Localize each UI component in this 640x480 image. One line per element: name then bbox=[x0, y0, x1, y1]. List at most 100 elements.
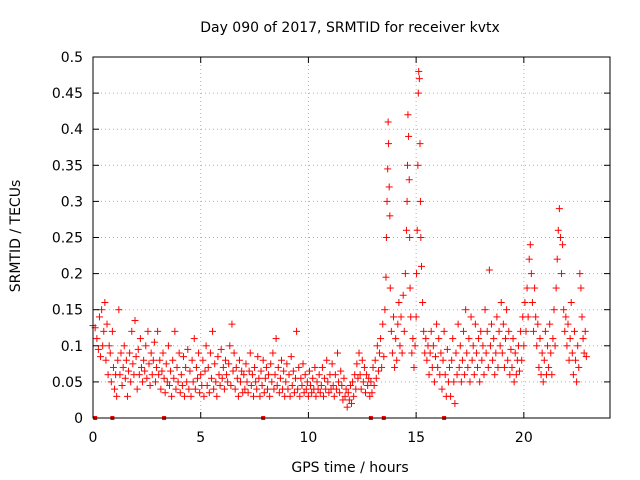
data-point bbox=[510, 378, 518, 386]
data-point bbox=[184, 345, 192, 353]
data-point bbox=[231, 385, 239, 393]
data-point bbox=[453, 371, 461, 379]
data-point bbox=[331, 371, 339, 379]
data-point bbox=[388, 349, 396, 357]
data-point bbox=[187, 392, 195, 400]
data-point bbox=[467, 313, 475, 321]
data-point bbox=[332, 385, 340, 393]
x-tick-labels: 0 5 10 15 20 bbox=[89, 430, 533, 446]
data-point bbox=[411, 342, 419, 350]
data-point bbox=[545, 363, 553, 371]
data-point bbox=[223, 371, 231, 379]
data-point bbox=[491, 371, 499, 379]
data-point bbox=[521, 298, 529, 306]
data-point bbox=[497, 298, 505, 306]
data-point bbox=[272, 335, 280, 343]
data-point bbox=[572, 356, 580, 364]
data-point bbox=[383, 197, 391, 205]
data-point bbox=[374, 367, 382, 375]
data-point bbox=[216, 382, 224, 390]
data-point bbox=[316, 389, 324, 397]
x-axis-label: GPS time / hours bbox=[291, 460, 408, 476]
data-point bbox=[377, 335, 385, 343]
data-point bbox=[339, 396, 347, 404]
data-point bbox=[303, 378, 311, 386]
data-point bbox=[203, 382, 211, 390]
data-point bbox=[305, 367, 313, 375]
data-point bbox=[240, 371, 248, 379]
data-point bbox=[484, 363, 492, 371]
data-point bbox=[492, 349, 500, 357]
data-point bbox=[566, 335, 574, 343]
data-point bbox=[546, 320, 554, 328]
data-point bbox=[450, 378, 458, 386]
data-point bbox=[328, 360, 336, 368]
data-point bbox=[190, 335, 198, 343]
data-point bbox=[541, 327, 549, 335]
data-point bbox=[132, 353, 140, 361]
data-point bbox=[533, 342, 541, 350]
data-point bbox=[425, 371, 433, 379]
data-point bbox=[283, 360, 291, 368]
data-point bbox=[355, 349, 363, 357]
data-point bbox=[100, 327, 108, 335]
data-point bbox=[413, 226, 421, 234]
data-point bbox=[258, 382, 266, 390]
data-point bbox=[447, 392, 455, 400]
data-point bbox=[201, 367, 209, 375]
data-point bbox=[311, 363, 319, 371]
data-point bbox=[148, 371, 156, 379]
data-point bbox=[270, 385, 278, 393]
data-point bbox=[181, 392, 189, 400]
data-point bbox=[511, 349, 519, 357]
data-point bbox=[314, 385, 322, 393]
data-point bbox=[562, 313, 570, 321]
data-point bbox=[520, 342, 528, 350]
data-point bbox=[233, 374, 241, 382]
data-point bbox=[437, 349, 445, 357]
data-point bbox=[218, 374, 226, 382]
data-point bbox=[136, 335, 144, 343]
y-tick-label: 0.15 bbox=[52, 303, 83, 319]
data-point bbox=[387, 327, 395, 335]
data-point bbox=[333, 349, 341, 357]
data-point bbox=[199, 356, 207, 364]
data-point bbox=[183, 378, 191, 386]
data-point bbox=[432, 353, 440, 361]
data-point bbox=[261, 374, 269, 382]
data-point bbox=[493, 313, 501, 321]
x-tick-label: 15 bbox=[407, 430, 425, 446]
data-point bbox=[324, 378, 332, 386]
data-point bbox=[97, 353, 105, 361]
data-point bbox=[399, 291, 407, 299]
data-point bbox=[386, 212, 394, 220]
data-point bbox=[341, 392, 349, 400]
data-point bbox=[499, 320, 507, 328]
data-point bbox=[265, 371, 273, 379]
data-point bbox=[551, 342, 559, 350]
data-point bbox=[119, 363, 127, 371]
data-point bbox=[103, 320, 111, 328]
data-point bbox=[104, 371, 112, 379]
data-point bbox=[150, 338, 158, 346]
data-point bbox=[217, 345, 225, 353]
data-point bbox=[176, 389, 184, 397]
data-point bbox=[308, 389, 316, 397]
data-point bbox=[356, 371, 364, 379]
chart-title: Day 090 of 2017, SRMTID for receiver kvt… bbox=[200, 20, 500, 36]
data-point bbox=[105, 342, 113, 350]
data-point bbox=[526, 241, 534, 249]
data-point bbox=[405, 132, 413, 140]
data-point bbox=[416, 197, 424, 205]
data-point bbox=[393, 356, 401, 364]
data-point bbox=[247, 382, 255, 390]
y-tick-label: 0.05 bbox=[52, 375, 83, 391]
data-point bbox=[228, 320, 236, 328]
data-point bbox=[146, 382, 154, 390]
data-point bbox=[133, 385, 141, 393]
data-point bbox=[287, 353, 295, 361]
data-point bbox=[578, 313, 586, 321]
data-point bbox=[494, 363, 502, 371]
data-point bbox=[158, 367, 166, 375]
data-point bbox=[164, 342, 172, 350]
